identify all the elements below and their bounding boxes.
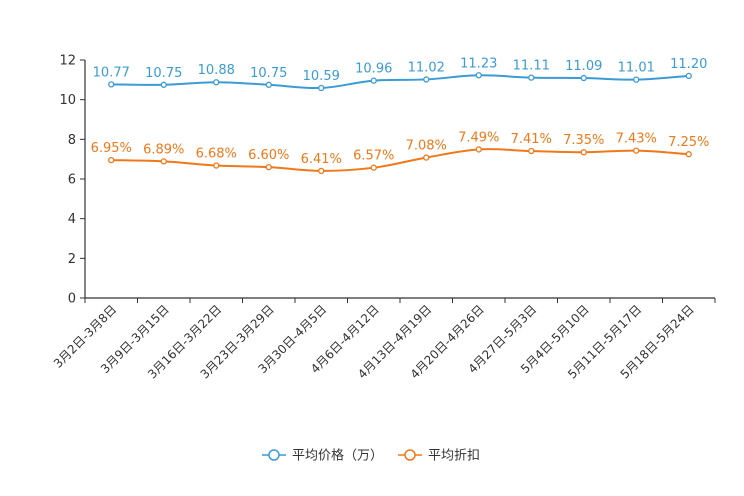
y-tick-label: 8 (68, 133, 76, 148)
legend-label: 平均价格（万） (292, 448, 383, 464)
legend-item-1[interactable]: 平均价格（万） (262, 448, 383, 464)
data-point[interactable] (213, 162, 220, 169)
data-label: 11.11 (513, 59, 550, 74)
data-point[interactable] (318, 84, 325, 92)
legend-marker-icon (404, 449, 416, 461)
data-label: 7.43% (616, 132, 657, 147)
data-label: 7.35% (563, 133, 604, 148)
data-label: 10.59 (303, 69, 340, 84)
data-point[interactable] (160, 81, 167, 88)
series-2: 6.95% 6.89% 6.68% 6.60% 6.41% 6.57% 7.08% 7.49%… (91, 130, 709, 175)
data-point[interactable] (108, 157, 115, 164)
data-point[interactable] (580, 149, 587, 156)
data-label: 7.08% (406, 139, 447, 154)
y-tick-label: 2 (68, 252, 76, 267)
data-label: 10.75 (250, 66, 287, 81)
data-label: 11.09 (565, 59, 602, 74)
legend-label: 平均折扣 (428, 449, 480, 464)
data-point[interactable] (528, 147, 535, 155)
data-label: 7.49% (458, 130, 499, 145)
y-tick-label: 0 (68, 292, 76, 307)
data-point[interactable] (108, 81, 115, 88)
series-line (111, 148, 689, 172)
data-label: 10.75 (145, 66, 182, 81)
y-tick-label: 6 (68, 173, 76, 188)
series-line (111, 74, 689, 90)
data-point[interactable] (475, 146, 482, 153)
data-label: 10.96 (355, 62, 392, 77)
data-label: 10.77 (93, 65, 130, 80)
data-point[interactable] (633, 147, 640, 154)
data-label: 6.95% (91, 141, 132, 156)
data-point[interactable] (265, 81, 272, 88)
data-point[interactable] (370, 77, 377, 84)
legend-item-2[interactable]: 平均折扣 (398, 449, 480, 464)
data-point[interactable] (685, 72, 692, 80)
data-label: 10.88 (198, 63, 235, 78)
data-point[interactable] (213, 79, 220, 86)
data-point[interactable] (318, 167, 325, 175)
data-point[interactable] (475, 72, 482, 79)
data-label: 6.57% (353, 149, 394, 164)
data-label: 11.02 (408, 60, 445, 75)
axes: 0246810123月2日-3月8日3月9日-3月15日3月16日-3月22日3… (51, 54, 716, 382)
data-label: 11.23 (460, 56, 497, 71)
data-label: 7.41% (511, 132, 552, 147)
data-point[interactable] (685, 151, 692, 158)
data-point[interactable] (423, 76, 430, 83)
y-tick-label: 12 (59, 54, 76, 69)
data-label: 6.68% (196, 147, 237, 162)
y-tick-label: 10 (59, 93, 76, 108)
data-point[interactable] (528, 74, 535, 81)
data-point[interactable] (633, 76, 640, 83)
data-point[interactable] (265, 163, 272, 171)
data-point[interactable] (370, 164, 377, 171)
series-1: 10.77 10.75 10.88 10.75 10.59 10.96 11.02 11.23… (93, 56, 707, 92)
data-label: 6.60% (248, 148, 289, 163)
data-label: 7.25% (668, 135, 709, 150)
legend: 平均价格（万） 平均折扣 (262, 448, 480, 464)
data-label: 6.41% (301, 152, 342, 167)
data-point[interactable] (423, 154, 430, 161)
data-point[interactable] (580, 74, 587, 82)
data-label: 11.01 (618, 61, 655, 76)
data-point[interactable] (160, 158, 167, 165)
data-label: 11.20 (670, 57, 707, 72)
legend-marker-icon (268, 449, 280, 461)
y-tick-label: 4 (68, 212, 76, 227)
data-label: 6.89% (143, 142, 184, 157)
